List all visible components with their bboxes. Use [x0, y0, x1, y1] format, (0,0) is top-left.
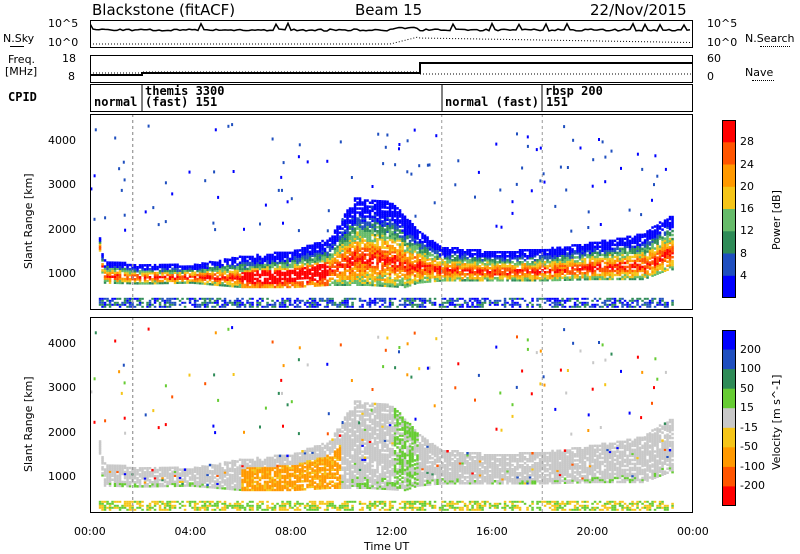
- y-tick-label: 3000: [48, 381, 76, 395]
- freq-panel: [90, 55, 693, 83]
- colorbar-tick-label: 200: [740, 342, 761, 356]
- colorbar-swatch: [722, 486, 736, 506]
- colorbar-swatch: [722, 330, 736, 351]
- cpid-label: CPID: [8, 90, 37, 104]
- colorbar-tick-label: -50: [740, 440, 758, 454]
- colorbar-tick-label: 24: [740, 157, 754, 171]
- colorbar-tick-label: 15: [740, 401, 754, 415]
- station-title: Blackstone (fitACF): [92, 1, 236, 19]
- nsky-panel: [90, 20, 693, 48]
- nave-series: [90, 71, 692, 75]
- cpid-segment-normal: normal: [94, 95, 138, 109]
- power-plot: [90, 114, 693, 310]
- colorbar-swatch: [722, 349, 736, 370]
- y-tick-label: 2000: [48, 425, 76, 439]
- colorbar-swatch: [722, 447, 736, 468]
- colorbar-swatch: [722, 369, 736, 390]
- nsearch-series: [90, 36, 691, 45]
- colorbar-swatch: [722, 209, 736, 232]
- nsky-tick-high: 10^5: [48, 17, 79, 30]
- colorbar-swatch: [722, 231, 736, 255]
- colorbar-tick-label: -200: [740, 479, 765, 493]
- y-tick-label: 1000: [48, 267, 76, 281]
- colorbar-swatch: [722, 466, 736, 487]
- nave-legend-line: [752, 80, 774, 81]
- colorbar-tick-label: 12: [740, 224, 754, 238]
- colorbar-tick-label: 50: [740, 381, 754, 395]
- cpid-segment-normal-fast: normal (fast) 151: [445, 95, 568, 109]
- colorbar-tick-label: 20: [740, 179, 754, 193]
- velocity-ylabel: Slant Range [km]: [22, 376, 35, 472]
- nave-label: Nave: [745, 66, 774, 79]
- x-tick-label: 12:00: [375, 525, 408, 538]
- freq-tick-high: 18: [62, 52, 76, 65]
- colorbar-tick-label: 16: [740, 202, 754, 215]
- colorbar-swatch: [722, 120, 736, 143]
- nsearch-label: N.Search: [745, 32, 795, 45]
- x-tick-label: 04:00: [174, 525, 207, 538]
- cpid-segment-rbsp: rbsp 200: [545, 84, 603, 98]
- y-tick-label: 3000: [48, 178, 76, 192]
- freq-label: Freq.: [8, 53, 36, 66]
- nave-tick-low: 0: [707, 70, 714, 83]
- colorbar-swatch: [722, 408, 736, 429]
- power-ylabel: Slant Range [km]: [22, 173, 35, 269]
- x-tick-label: 00:00: [74, 525, 106, 538]
- nsky-tick-low: 10^0: [48, 36, 79, 49]
- colorbar-swatch: [722, 164, 736, 188]
- nsky-legend-line: [10, 46, 24, 47]
- colorbar-swatch: [722, 275, 736, 298]
- colorbar-swatch: [722, 253, 736, 277]
- velocity-colorbar-label: Velocity [m s^-1]: [770, 374, 783, 470]
- y-tick-label: 4000: [48, 336, 76, 350]
- cpid-panel: [90, 84, 693, 112]
- colorbar-tick-label: 100: [740, 362, 761, 376]
- colorbar-tick-label: 28: [740, 135, 754, 149]
- colorbar-tick-label: 4: [740, 268, 747, 282]
- colorbar-swatch: [722, 142, 736, 166]
- colorbar-swatch: [722, 427, 736, 448]
- velocity-colorbar: [722, 330, 736, 506]
- freq-tick-low: 8: [68, 70, 75, 83]
- nsearch-tick-low: 10^0: [707, 36, 738, 49]
- y-tick-label: 4000: [48, 133, 76, 147]
- x-tick-label: 20:00: [576, 525, 609, 538]
- colorbar-tick-label: 8: [740, 246, 747, 260]
- date-title: 22/Nov/2015: [590, 1, 687, 19]
- x-tick-label: 16:00: [476, 525, 508, 538]
- nsearch-tick-high: 10^5: [707, 17, 738, 30]
- nsearch-legend-line: [760, 46, 790, 47]
- freq-units-label: [MHz]: [5, 65, 38, 78]
- cpid-segment-themis: themis 3300: [145, 84, 225, 98]
- colorbar-swatch: [722, 186, 736, 210]
- colorbar-swatch: [722, 388, 736, 409]
- nsky-series: [90, 21, 691, 32]
- y-tick-label: 1000: [48, 470, 76, 484]
- x-tick-label: 00:00: [677, 525, 709, 538]
- velocity-plot: [90, 317, 693, 513]
- power-colorbar-label: Power [dB]: [770, 190, 783, 250]
- x-tick-label: 08:00: [275, 525, 307, 538]
- colorbar-tick-label: -100: [740, 459, 765, 473]
- colorbar-tick-label: -15: [740, 420, 758, 434]
- freq-series: [90, 62, 692, 76]
- cpid-segment-fast: (fast) 151: [145, 95, 218, 109]
- y-tick-label: 2000: [48, 222, 76, 236]
- power-colorbar: [722, 120, 736, 298]
- beam-title: Beam 15: [355, 1, 423, 19]
- nave-tick-high: 60: [707, 52, 721, 65]
- nsky-label: N.Sky: [3, 32, 35, 45]
- x-axis-label: Time UT: [364, 540, 410, 553]
